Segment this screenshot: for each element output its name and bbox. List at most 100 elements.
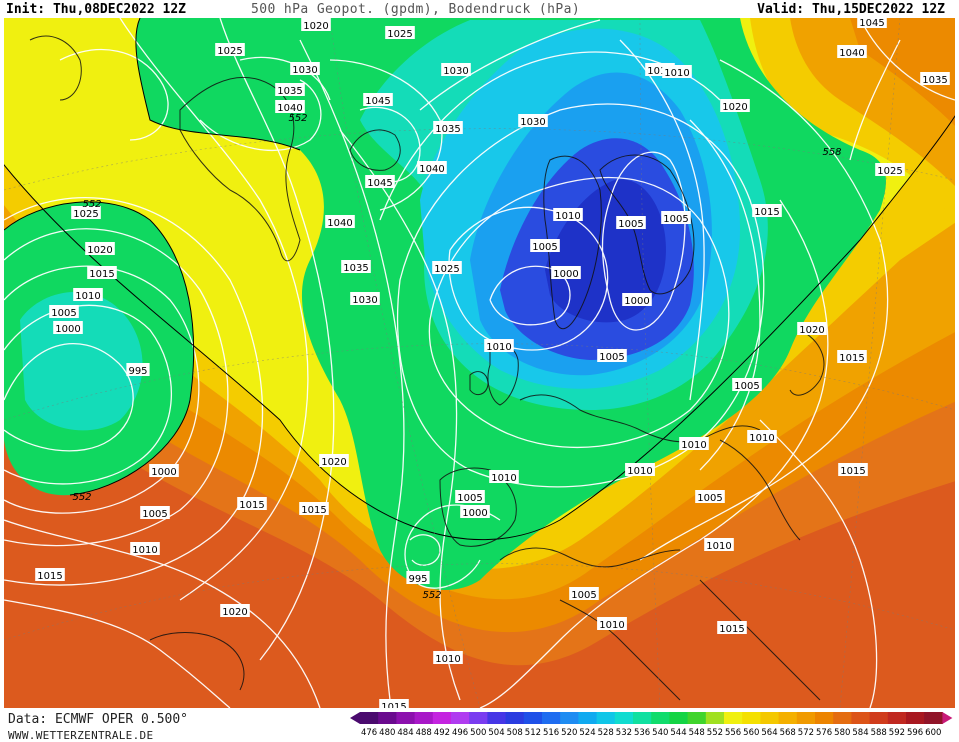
pressure-label: 1005 xyxy=(49,305,79,319)
scale-swatch xyxy=(378,712,397,724)
coastlines xyxy=(29,35,825,701)
svg-text:1005: 1005 xyxy=(663,214,688,225)
pressure-label: 1010 xyxy=(679,437,709,451)
svg-text:1010: 1010 xyxy=(75,291,100,302)
scale-tick-label: 552 xyxy=(707,728,723,738)
pressure-label: 1015 xyxy=(87,266,117,280)
pressure-label: 1030 xyxy=(518,114,548,128)
scale-swatch xyxy=(505,712,525,724)
scale-swatch xyxy=(742,712,761,724)
pressure-label: 1010 xyxy=(704,538,734,552)
data-source: Data: ECMWF OPER 0.500° xyxy=(8,712,189,727)
svg-text:1035: 1035 xyxy=(435,124,460,135)
svg-text:1015: 1015 xyxy=(89,269,114,280)
scale-swatch xyxy=(360,712,379,724)
scale-swatch xyxy=(451,712,470,724)
pressure-label: 1015 xyxy=(838,463,868,477)
svg-text:1020: 1020 xyxy=(87,245,112,256)
pressure-label: 1010 xyxy=(489,470,519,484)
pressure-label: 1000 xyxy=(622,293,652,307)
pressure-label: 1005 xyxy=(455,490,485,504)
pressure-label: 1040 xyxy=(325,215,355,229)
svg-text:1015: 1015 xyxy=(839,353,864,364)
svg-text:1030: 1030 xyxy=(520,117,545,128)
pressure-label: 1025 xyxy=(432,261,462,275)
svg-text:1020: 1020 xyxy=(321,457,346,468)
scale-tick-label: 524 xyxy=(579,728,595,738)
scale-tick-label: 492 xyxy=(434,728,450,738)
pressure-label: 1035 xyxy=(433,121,463,135)
scale-swatch xyxy=(633,712,652,724)
pressure-label: 1010 xyxy=(747,430,777,444)
scale-tick-label: 540 xyxy=(652,728,668,738)
pressure-label: 1045 xyxy=(857,18,887,29)
pressure-label: 1010 xyxy=(130,542,160,556)
scale-tick-label: 560 xyxy=(743,728,759,738)
pressure-label: 1025 xyxy=(215,43,245,57)
pressure-label: 1010 xyxy=(662,65,692,79)
pressure-label: 1040 xyxy=(275,100,305,114)
scale-swatch xyxy=(651,712,670,724)
svg-text:1010: 1010 xyxy=(681,440,706,451)
svg-text:1000: 1000 xyxy=(151,467,176,478)
pressure-label: 1015 xyxy=(299,502,329,516)
svg-text:1020: 1020 xyxy=(303,21,328,32)
pressure-label: 1020 xyxy=(301,18,331,32)
svg-text:1010: 1010 xyxy=(749,433,774,444)
svg-text:1010: 1010 xyxy=(435,654,460,665)
svg-text:1040: 1040 xyxy=(327,218,352,229)
svg-text:1025: 1025 xyxy=(387,29,412,40)
scale-arrow-left xyxy=(350,712,360,724)
scale-tick-label: 588 xyxy=(871,728,887,738)
svg-text:1000: 1000 xyxy=(55,324,80,335)
pressure-label: 1000 xyxy=(460,505,490,519)
svg-text:1005: 1005 xyxy=(51,308,76,319)
svg-text:1035: 1035 xyxy=(343,263,368,274)
pressure-label: 1005 xyxy=(616,216,646,230)
color-scale-legend: 476 480 484 488 492 496 500 504 508 512 516 520 524 5… xyxy=(350,712,953,738)
scale-swatch xyxy=(469,712,488,724)
pressure-label: 1000 xyxy=(551,266,581,280)
pressure-label: 1015 xyxy=(35,568,65,582)
pressure-label: 1015 xyxy=(379,699,409,708)
pressure-label: 1005 xyxy=(530,239,560,253)
scale-tick-label: 500 xyxy=(470,728,486,738)
svg-text:1045: 1045 xyxy=(367,178,392,189)
svg-text:1015: 1015 xyxy=(754,207,779,218)
scale-tick-label: 520 xyxy=(561,728,577,738)
atlantic-low-548 xyxy=(20,291,143,431)
svg-text:1030: 1030 xyxy=(443,66,468,77)
svg-text:1025: 1025 xyxy=(877,166,902,177)
scale-arrow-right xyxy=(942,712,953,724)
graticule xyxy=(4,18,955,708)
scale-swatch xyxy=(705,712,725,724)
pressure-label: 1005 xyxy=(597,349,627,363)
svg-text:1005: 1005 xyxy=(697,493,722,504)
svg-text:1000: 1000 xyxy=(462,508,487,519)
map-footer: Data: ECMWF OPER 0.500° WWW.WETTERZENTRA… xyxy=(0,708,959,742)
svg-text:1005: 1005 xyxy=(571,590,596,601)
svg-text:1025: 1025 xyxy=(434,264,459,275)
svg-text:1025: 1025 xyxy=(73,209,98,220)
scale-tick-label: 556 xyxy=(725,728,741,738)
svg-text:1010: 1010 xyxy=(627,466,652,477)
pressure-label: 1010 xyxy=(73,288,103,302)
pressure-label: 1015 xyxy=(717,621,747,635)
scale-swatch xyxy=(687,712,707,724)
pressure-label: 1020 xyxy=(319,454,349,468)
pressure-label: 1030 xyxy=(441,63,471,77)
scale-tick-label: 496 xyxy=(452,728,468,738)
website-url: WWW.WETTERZENTRALE.DE xyxy=(8,729,154,742)
svg-text:1025: 1025 xyxy=(217,46,242,57)
svg-text:1010: 1010 xyxy=(706,541,731,552)
scale-swatch xyxy=(578,712,598,724)
scale-tick-label: 572 xyxy=(798,728,814,738)
svg-text:1015: 1015 xyxy=(647,66,672,77)
pressure-label: 1025 xyxy=(71,206,101,220)
svg-text:1035: 1035 xyxy=(922,75,947,86)
scale-swatch xyxy=(614,712,634,724)
scale-swatch xyxy=(396,712,416,724)
scale-swatch xyxy=(669,712,689,724)
